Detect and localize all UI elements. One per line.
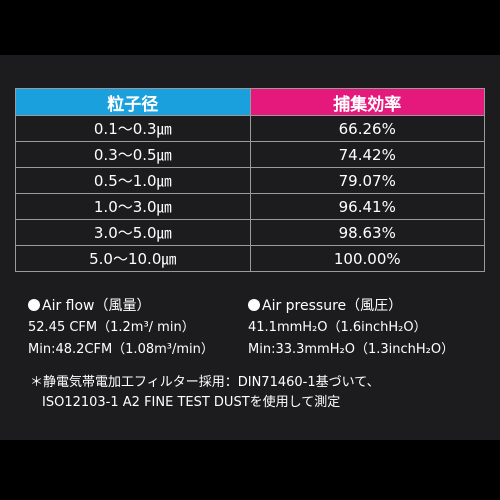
bullet-icon — [248, 299, 260, 311]
spec-panel: 粒子径 捕集効率 0.1～0.3㎛ 66.26% 0.3～0.5㎛ 74.42%… — [0, 55, 500, 440]
efficiency-cell: 100.00% — [249, 245, 485, 272]
table-row: 0.5～1.0㎛ 79.07% — [15, 167, 485, 194]
efficiency-cell: 96.41% — [249, 193, 485, 220]
efficiency-cell: 66.26% — [249, 115, 485, 142]
air-flow-value: 52.45 CFM（1.2m³/ min） — [28, 320, 195, 335]
test-note: ＊静電気帯電加工フィルター採用：DIN71460-1基づいて、 ISO12103… — [30, 373, 380, 413]
air-pressure-value: 41.1mmH₂O（1.6inchH₂O） — [248, 320, 427, 335]
particle-size-header: 粒子径 — [15, 88, 251, 116]
air-flow-min: Min:48.2CFM（1.08m³/min） — [28, 342, 214, 357]
particle-size-cell: 3.0～5.0㎛ — [15, 219, 251, 246]
air-flow-title: Air flow（風量） — [42, 298, 151, 314]
note-line: ＊静電気帯電加工フィルター採用：DIN71460-1基づいて、 — [30, 375, 380, 390]
air-pressure-title: Air pressure（風圧） — [262, 298, 403, 314]
table-row: 5.0～10.0㎛ 100.00% — [15, 245, 485, 272]
particle-size-cell: 1.0～3.0㎛ — [15, 193, 251, 220]
table-row: 1.0～3.0㎛ 96.41% — [15, 193, 485, 220]
air-pressure-min: Min:33.3mmH₂O（1.3inchH₂O） — [248, 342, 455, 357]
table-header-row: 粒子径 捕集効率 — [15, 88, 485, 116]
air-flow-block: Air flow（風量） 52.45 CFM（1.2m³/ min） Min:4… — [28, 295, 214, 361]
bullet-icon — [28, 299, 40, 311]
efficiency-cell: 98.63% — [249, 219, 485, 246]
particle-size-cell: 0.1～0.3㎛ — [15, 115, 251, 142]
efficiency-cell: 74.42% — [249, 141, 485, 168]
table-row: 0.1～0.3㎛ 66.26% — [15, 115, 485, 142]
table-row: 3.0～5.0㎛ 98.63% — [15, 219, 485, 246]
efficiency-header: 捕集効率 — [249, 88, 485, 116]
efficiency-table: 粒子径 捕集効率 0.1～0.3㎛ 66.26% 0.3～0.5㎛ 74.42%… — [15, 88, 485, 272]
note-line: ISO12103-1 A2 FINE TEST DUSTを使用して測定 — [42, 395, 341, 410]
particle-size-cell: 0.3～0.5㎛ — [15, 141, 251, 168]
efficiency-cell: 79.07% — [249, 167, 485, 194]
table-row: 0.3～0.5㎛ 74.42% — [15, 141, 485, 168]
particle-size-cell: 0.5～1.0㎛ — [15, 167, 251, 194]
air-pressure-block: Air pressure（風圧） 41.1mmH₂O（1.6inchH₂O） M… — [248, 295, 454, 361]
particle-size-cell: 5.0～10.0㎛ — [15, 245, 251, 272]
